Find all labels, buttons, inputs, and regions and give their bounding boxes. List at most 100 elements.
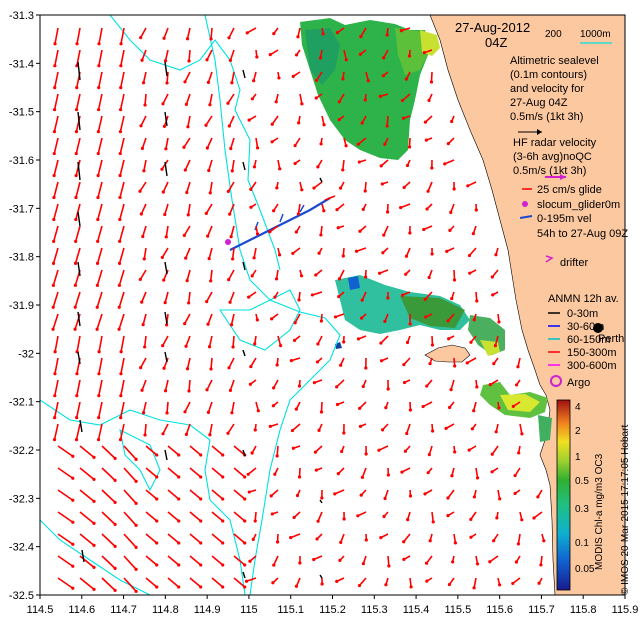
velocity-arrowhead xyxy=(494,430,498,434)
velocity-arrow xyxy=(297,203,301,215)
velocity-arrowhead xyxy=(138,189,142,193)
velocity-arrowhead xyxy=(165,323,169,327)
velocity-arrow xyxy=(209,423,213,435)
velocity-arrowhead xyxy=(360,475,365,479)
velocity-arrowhead xyxy=(335,208,339,212)
velocity-arrowhead xyxy=(97,350,101,354)
svg-text:MODIS Chl-a mg/m3 OC3: MODIS Chl-a mg/m3 OC3 xyxy=(594,453,605,570)
velocity-arrowhead xyxy=(97,372,101,376)
velocity-arrowhead xyxy=(336,472,340,476)
velocity-arrowhead xyxy=(421,404,425,409)
velocity-arrowhead xyxy=(249,187,253,191)
x-tick-label: 114.9 xyxy=(194,604,221,616)
velocity-arrow xyxy=(211,445,224,456)
velocity-arrow xyxy=(79,489,95,502)
velocity-arrow xyxy=(96,313,103,330)
velocity-arrow xyxy=(233,489,246,500)
velocity-arrowhead xyxy=(134,589,138,593)
velocity-arrow xyxy=(53,93,59,110)
velocity-arrowhead xyxy=(431,520,435,524)
svg-text:0.5m/s (1kt 3h): 0.5m/s (1kt 3h) xyxy=(513,165,586,177)
velocity-arrowhead xyxy=(385,33,389,37)
velocity-arrowhead xyxy=(314,273,318,277)
velocity-arrow xyxy=(118,291,125,308)
velocity-arrow xyxy=(211,533,224,544)
velocity-arrow xyxy=(207,401,213,413)
velocity-arrow xyxy=(405,423,411,434)
velocity-arrowhead xyxy=(278,344,283,348)
velocity-arrow xyxy=(230,225,235,237)
velocity-arrow xyxy=(360,27,367,37)
velocity-arrowhead xyxy=(92,499,96,503)
velocity-arrow xyxy=(79,467,95,480)
velocity-arrow xyxy=(57,577,74,589)
velocity-arrowhead xyxy=(230,81,234,85)
velocity-arrowhead xyxy=(138,277,142,282)
velocity-arrow xyxy=(341,159,345,171)
velocity-arrowhead xyxy=(339,540,343,545)
velocity-arrowhead xyxy=(475,299,479,303)
velocity-arrowhead xyxy=(292,515,296,520)
velocity-arrowhead xyxy=(344,58,348,62)
velocity-arrowhead xyxy=(52,173,56,178)
velocity-arrowhead xyxy=(472,318,476,322)
velocity-arrowhead xyxy=(406,518,410,522)
velocity-arrowhead xyxy=(184,344,188,348)
velocity-arrowhead xyxy=(117,327,121,331)
velocity-arrow xyxy=(164,379,169,391)
velocity-arrowhead xyxy=(295,493,300,498)
velocity-arrowhead xyxy=(186,125,190,129)
svg-text:300-600m: 300-600m xyxy=(567,360,617,372)
velocity-arrowhead xyxy=(252,256,256,260)
velocity-arrow xyxy=(74,247,81,264)
y-tick-label: -32.5 xyxy=(9,590,34,602)
velocity-arrowhead xyxy=(228,300,232,304)
velocity-arrowhead xyxy=(74,129,79,134)
chlorophyll-colorbar: 4 2 1 0.5 0.3 0.1 0.05 MODIS Chl-a mg/m3… xyxy=(556,399,605,591)
velocity-arrowhead xyxy=(278,167,282,171)
velocity-arrow xyxy=(79,577,95,590)
velocity-arrowhead xyxy=(511,581,515,586)
velocity-arrowhead xyxy=(297,121,301,125)
velocity-arrowhead xyxy=(322,123,326,127)
velocity-arrowhead xyxy=(313,450,318,454)
velocity-arrow xyxy=(142,401,147,413)
velocity-arrow xyxy=(229,379,235,391)
velocity-arrow xyxy=(52,313,59,330)
velocity-arrowhead xyxy=(221,563,225,567)
velocity-arrow xyxy=(247,467,257,475)
velocity-arrowhead xyxy=(377,448,381,452)
velocity-arrowhead xyxy=(118,151,122,156)
velocity-arrowhead xyxy=(383,496,387,501)
velocity-arrow xyxy=(185,335,191,347)
velocity-arrowhead xyxy=(118,195,122,200)
velocity-arrowhead xyxy=(319,410,324,414)
velocity-arrowhead xyxy=(425,384,429,388)
velocity-arrowhead xyxy=(358,406,362,410)
velocity-arrowhead xyxy=(118,129,123,134)
velocity-arrowhead xyxy=(401,116,405,120)
velocity-arrowhead xyxy=(270,512,274,516)
velocity-arrowhead xyxy=(268,230,272,234)
velocity-arrowhead xyxy=(424,315,428,319)
velocity-arrowhead xyxy=(140,58,144,62)
velocity-arrow xyxy=(123,555,137,570)
anmn-legend: ANMN 12h av. 0-30m 30-60m 60-150m 150-30… xyxy=(548,293,619,372)
velocity-arrow xyxy=(96,291,103,308)
velocity-arrowhead xyxy=(155,453,159,457)
velocity-arrowhead xyxy=(113,566,117,570)
velocity-arrowhead xyxy=(294,407,298,411)
velocity-arrow xyxy=(233,577,246,588)
velocity-arrow xyxy=(491,445,499,455)
velocity-arrowhead xyxy=(273,295,277,299)
velocity-arrowhead xyxy=(247,295,251,299)
velocity-arrowhead xyxy=(402,185,406,190)
hf-radar-arrow xyxy=(242,69,246,79)
x-tick-label: 114.8 xyxy=(152,604,179,616)
velocity-arrow xyxy=(187,203,191,215)
velocity-arrowhead xyxy=(408,231,412,235)
velocity-arrowhead xyxy=(118,217,122,222)
velocity-arrow xyxy=(387,555,390,567)
velocity-arrow xyxy=(473,577,477,588)
